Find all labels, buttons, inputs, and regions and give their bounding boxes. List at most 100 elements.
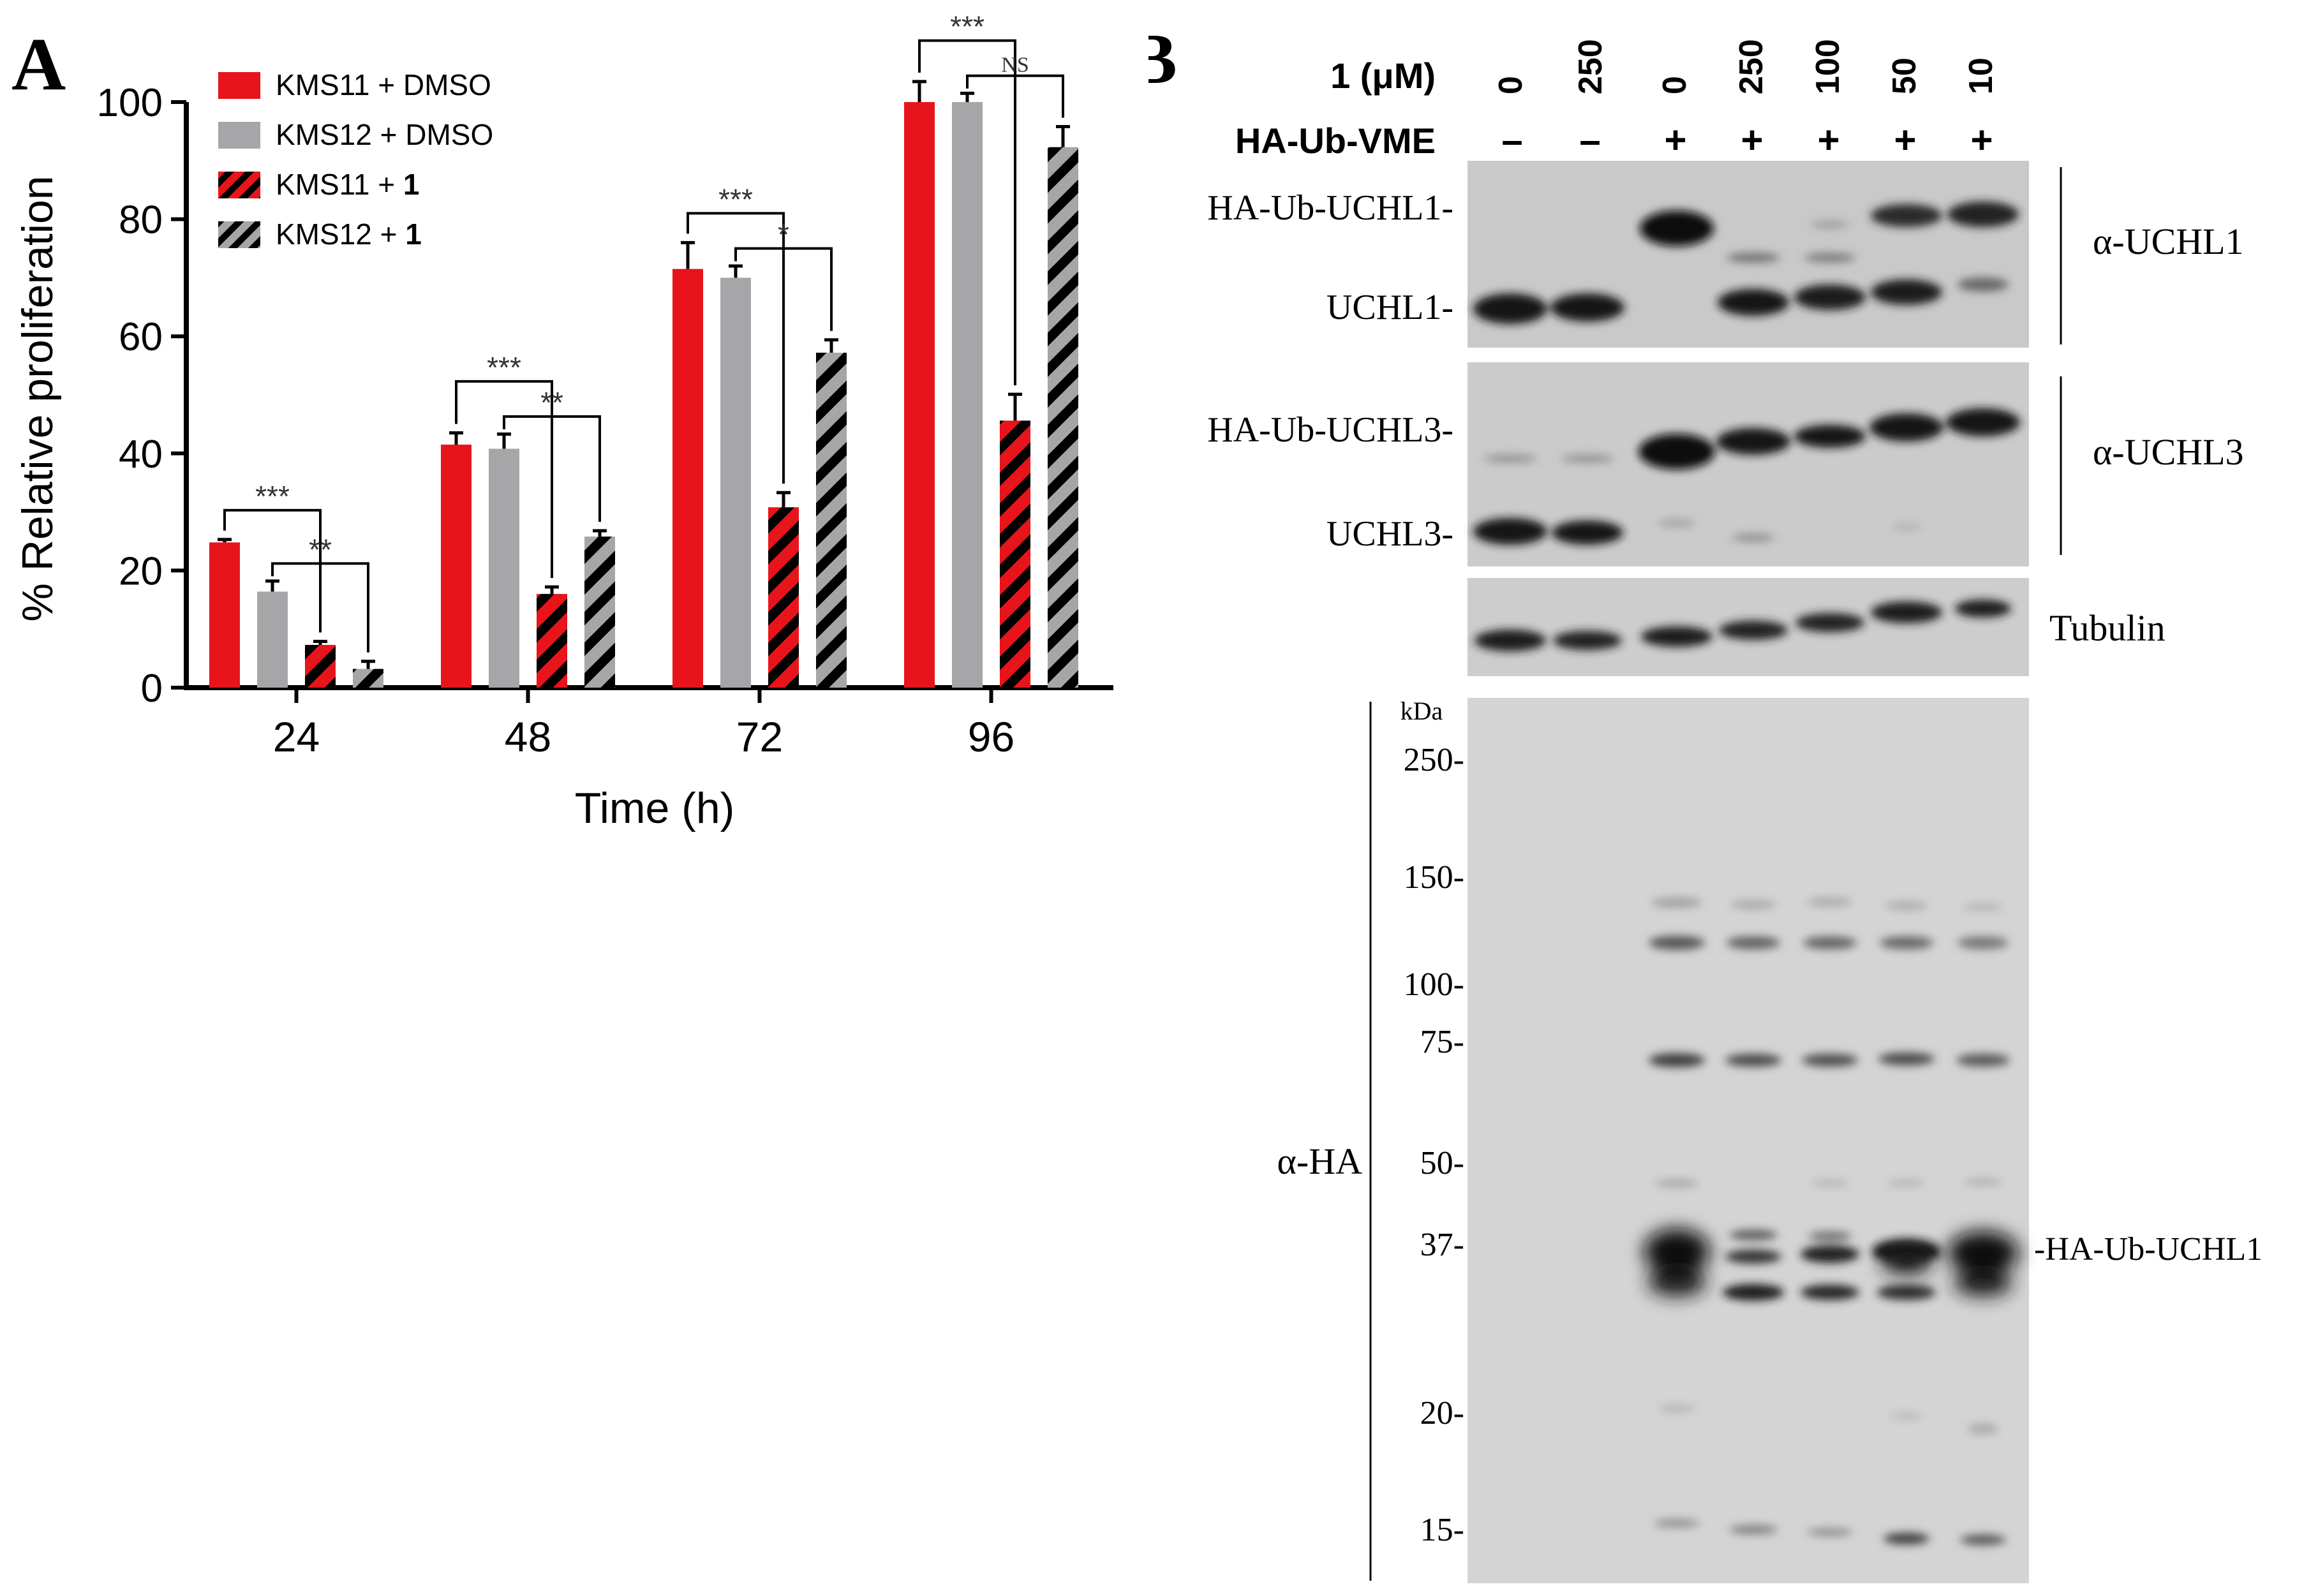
bar [720, 277, 751, 688]
significance-bracket [734, 247, 833, 331]
significance-bracket [966, 74, 1064, 118]
mw-marker: 20- [1420, 1395, 1464, 1431]
y-tick-label: 20 [119, 549, 163, 593]
panel-a-letter: A [11, 22, 66, 106]
bars [209, 102, 1078, 688]
blot-uchl3: HA-Ub-UCHL3- UCHL3- α-UCHL3 [1207, 362, 2244, 566]
significance-annotations: *****************NS [223, 10, 1064, 653]
lane-vme: + [1894, 119, 1916, 161]
lane-headers: 0 250 0 250 100 50 10 – – + + + + + [1492, 39, 2000, 161]
bar [353, 669, 383, 688]
mw-markers: 250- 150- 100- 75- 50- 37- 20- 15- [1404, 742, 1464, 1548]
significance-label: *** [718, 182, 753, 216]
x-tick-label: 96 [968, 713, 1014, 760]
blot-uchl3-antibody: α-UCHL3 [2093, 431, 2244, 473]
y-tick-label: 0 [141, 667, 163, 711]
lane-dose: 250 [1572, 39, 1609, 94]
bar [1000, 420, 1030, 688]
error-bars [218, 80, 1070, 669]
legend-label: KMS12 + 1 [276, 218, 422, 251]
lane-vme: – [1579, 119, 1600, 161]
bar [1048, 147, 1078, 688]
y-tick-label: 80 [119, 198, 163, 242]
legend-swatch [218, 122, 260, 149]
significance-bracket [503, 415, 601, 522]
lane-vme: + [1664, 119, 1686, 161]
bar [537, 594, 567, 688]
bar [441, 445, 472, 688]
lane-dose: 250 [1733, 39, 1770, 94]
blot-tubulin: Tubulin [1467, 578, 2166, 676]
blot-uchl1-label-bottom: UCHL1- [1326, 288, 1453, 327]
mw-marker: 15- [1420, 1512, 1464, 1548]
lane-dose: 0 [1492, 76, 1529, 94]
x-tick-label: 72 [736, 713, 783, 760]
x-axis-ticks: 24 48 72 96 [273, 688, 1014, 760]
bar [584, 536, 615, 688]
mw-marker: 100- [1404, 966, 1464, 1003]
significance-label: NS [1001, 54, 1029, 77]
bar [816, 352, 847, 688]
x-tick-label: 48 [505, 713, 551, 760]
legend-swatch [218, 72, 260, 99]
y-axis-label: % Relative proliferation [13, 175, 62, 621]
western-blot-figure: B 1 (μM) HA-Ub-VME 0 250 0 250 100 50 10… [1148, 20, 2262, 1583]
significance-bracket [271, 562, 369, 653]
mw-marker: 37- [1420, 1227, 1464, 1263]
blot-ha-band-label: -HA-Ub-UCHL1 [2034, 1231, 2262, 1267]
lane-dose: 100 [1809, 39, 1846, 94]
significance-bracket [223, 508, 322, 633]
bar [672, 269, 703, 688]
bar [904, 102, 935, 688]
mw-marker: 50- [1420, 1145, 1464, 1181]
significance-bracket [918, 39, 1016, 386]
bar [257, 591, 288, 688]
blot-uchl1-label-top: HA-Ub-UCHL1- [1207, 188, 1453, 228]
x-tick-label: 24 [273, 713, 320, 760]
legend-label: KMS12 + DMSO [276, 118, 493, 151]
lane-dose: 10 [1963, 57, 2000, 94]
lane-dose: 50 [1886, 57, 1923, 94]
blot-ha-membrane [1467, 698, 2029, 1583]
y-tick-label: 60 [119, 315, 163, 359]
significance-bracket [687, 212, 785, 484]
legend-label-compound: 1 [405, 218, 422, 251]
blot-uchl1: HA-Ub-UCHL1- UCHL1- α-UCHL1 [1207, 161, 2244, 348]
bar [768, 507, 799, 688]
legend-swatch [218, 172, 260, 198]
legend-swatch [218, 221, 260, 248]
lane-vme: – [1501, 119, 1522, 161]
proliferation-bar-chart: A % Relative proliferation 020406080100 … [11, 10, 1113, 832]
blot-ha-antibody: α-HA [1277, 1141, 1363, 1182]
legend-label: KMS11 + DMSO [276, 68, 491, 101]
significance-label: * [778, 218, 789, 251]
significance-bracket [455, 380, 553, 579]
mw-marker: 150- [1404, 859, 1464, 896]
bar [209, 542, 240, 688]
x-axis-label: Time (h) [575, 784, 735, 832]
lane-vme: + [1741, 119, 1763, 161]
significance-label: *** [950, 10, 984, 43]
significance-label: ** [540, 386, 563, 419]
lane-dose: 0 [1656, 76, 1693, 94]
bar [952, 102, 983, 688]
legend-label: KMS11 + 1 [276, 168, 419, 201]
lane-vme: + [1817, 119, 1839, 161]
lane-vme: + [1970, 119, 1993, 161]
significance-label: *** [255, 480, 290, 513]
blot-uchl3-label-top: HA-Ub-UCHL3- [1207, 410, 1453, 450]
mw-marker: 75- [1420, 1024, 1464, 1060]
blot-uchl1-antibody: α-UCHL1 [2093, 221, 2244, 262]
y-tick-label: 100 [97, 81, 163, 125]
bar [489, 448, 519, 688]
legend: KMS11 + DMSO KMS12 + DMSO KMS11 + 1 KMS12 +… [218, 68, 493, 251]
bar [305, 644, 336, 688]
blot-uchl3-label-bottom: UCHL3- [1326, 514, 1453, 554]
significance-label: ** [309, 533, 332, 566]
y-tick-label: 40 [119, 432, 163, 477]
y-axis-ticks: 0 20 40 60 80 100 [97, 81, 186, 711]
dose-row-label: 1 (μM) [1330, 55, 1436, 96]
mw-marker: 250- [1404, 742, 1464, 778]
vme-row-label: HA-Ub-VME [1235, 121, 1436, 161]
legend-label-compound: 1 [403, 168, 420, 201]
